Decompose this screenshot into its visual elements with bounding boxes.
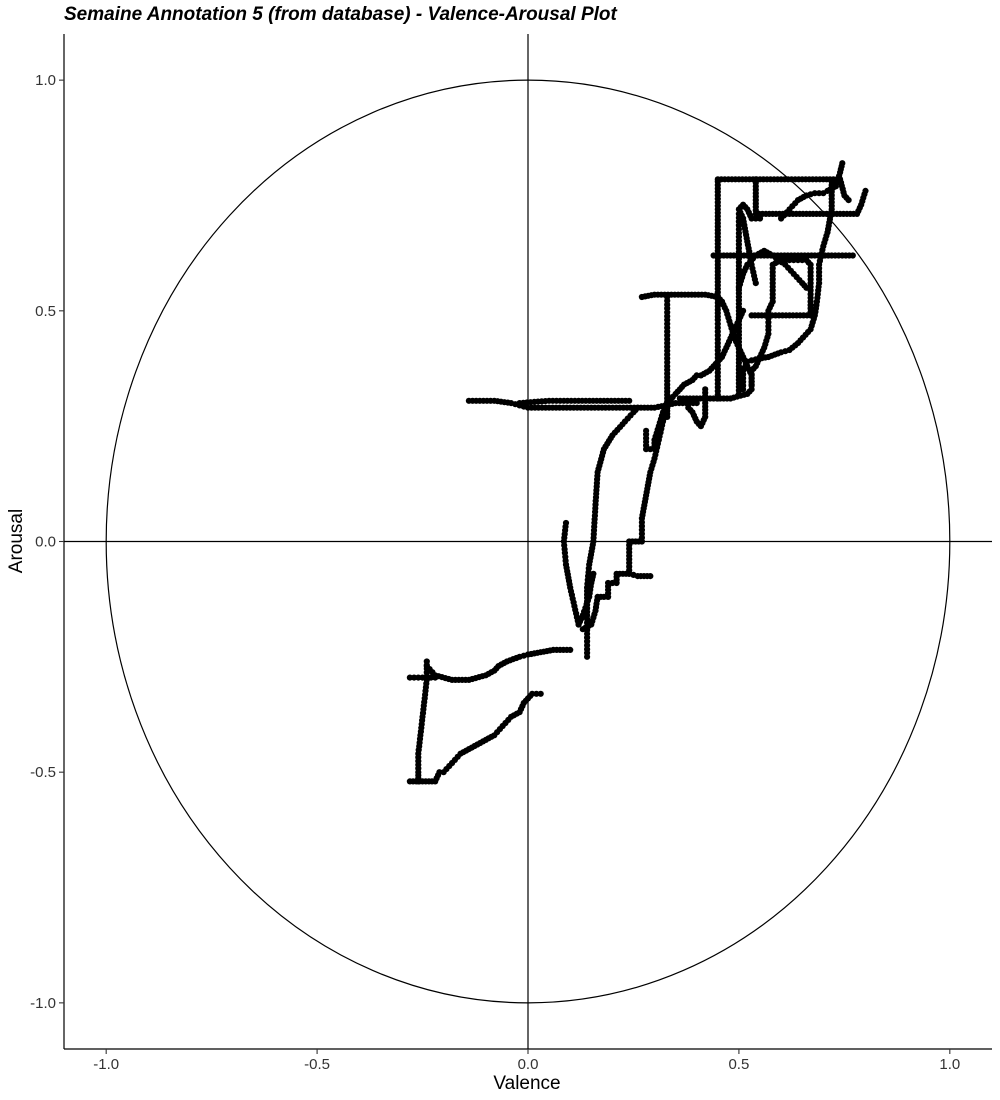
data-point <box>432 674 439 681</box>
y-tick-label: -0.5 <box>30 764 56 781</box>
axes-layer: -1.0 -0.5 0.0 0.5 1.0 -1.0 -0.5 0.0 0.5 1.0 <box>30 34 992 1073</box>
data-point <box>839 160 846 167</box>
data-point <box>862 187 869 194</box>
data-point <box>584 653 591 660</box>
data-point <box>790 257 797 264</box>
data-point <box>605 579 612 587</box>
y-tick-label: 1.0 <box>35 72 56 89</box>
data-point <box>626 397 633 404</box>
x-tick-label: 0.5 <box>728 1056 749 1073</box>
data-point <box>740 386 747 393</box>
reference-layer <box>64 34 992 1049</box>
x-tick-label: -1.0 <box>93 1056 119 1073</box>
data-point <box>845 197 852 204</box>
data-points-layer <box>406 160 869 785</box>
data-point <box>756 215 764 222</box>
data-point <box>685 404 692 411</box>
chart-title: Semaine Annotation 5 (from database) - V… <box>64 4 617 25</box>
y-tick-label: 0.0 <box>35 534 56 551</box>
data-point <box>748 312 755 319</box>
data-point <box>748 381 755 388</box>
data-point <box>803 284 810 291</box>
data-point <box>533 690 540 697</box>
x-tick-label: 0.0 <box>518 1056 539 1073</box>
data-point <box>664 413 671 420</box>
y-tick-label: 0.5 <box>35 303 56 320</box>
data-point <box>811 190 818 197</box>
data-point <box>567 646 574 654</box>
data-point <box>647 573 654 580</box>
data-point <box>849 252 856 259</box>
data-point <box>714 395 721 402</box>
y-axis-title: Arousal <box>6 509 27 573</box>
x-tick-label: 1.0 <box>939 1056 960 1073</box>
x-axis-title: Valence <box>493 1073 560 1094</box>
x-tick-label: -0.5 <box>304 1056 330 1073</box>
y-tick-label: -1.0 <box>30 995 56 1012</box>
data-point <box>590 570 597 577</box>
data-point <box>693 400 700 407</box>
data-point <box>537 690 544 697</box>
